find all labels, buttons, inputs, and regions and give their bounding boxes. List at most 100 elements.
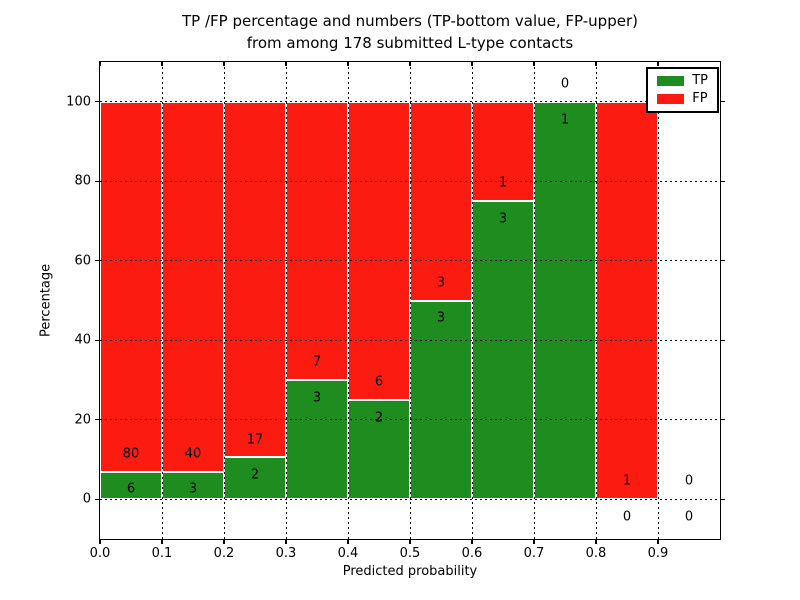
x-tick-bottom: [161, 539, 163, 544]
x-tick-top: [471, 62, 473, 66]
x-axis-label: Predicted probability: [342, 564, 478, 579]
x-tick-top: [161, 62, 163, 66]
grid-line-vertical: [347, 62, 349, 539]
x-tick-bottom: [347, 539, 349, 544]
x-tick-bottom: [285, 539, 287, 544]
bar-fp-segment: [596, 101, 658, 500]
x-tick-bottom: [409, 539, 411, 544]
plot-area: TP FP 80 6 40 3 17 2 7 3 6 2 3 3 1 3 0 1 1 0 0 0 0.0 0.1 0.2 0.…: [66, 61, 725, 561]
x-tick-bottom: [657, 539, 659, 544]
chart-title: TP /FP percentage and numbers (TP-bottom…: [100, 10, 720, 54]
y-tick-left: [95, 498, 100, 500]
y-tick-right: [720, 101, 725, 103]
bar-tp-count-label: 0: [622, 509, 632, 525]
grid-line-vertical: [409, 62, 411, 539]
tp-legend-swatch: [657, 76, 685, 86]
x-tick-label: 0.4: [337, 546, 359, 561]
bar-fp-segment: [162, 101, 224, 472]
bar-fp-count-label: 6: [374, 374, 384, 390]
x-tick-label: 0.2: [213, 546, 235, 561]
bar-fp-count-label: 0: [684, 473, 694, 489]
y-tick-left: [95, 419, 100, 421]
x-tick-top: [533, 62, 535, 66]
x-tick-bottom: [223, 539, 225, 544]
bar-fp-segment: [286, 101, 348, 380]
bar-tp-segment: [534, 101, 596, 500]
bar-fp-count-label: 1: [622, 473, 632, 489]
bar-fp-segment: [410, 101, 472, 301]
bar-fp-count-label: 1: [498, 175, 508, 191]
y-tick-left: [95, 339, 100, 341]
bar-tp-segment: [286, 380, 348, 500]
bar-tp-count-label: 2: [250, 467, 260, 483]
bar-tp-count-label: 3: [188, 481, 198, 497]
bar-tp-segment: [410, 300, 472, 500]
legend-item-tp: TP: [657, 74, 708, 88]
x-tick-bottom: [595, 539, 597, 544]
grid-line-vertical: [657, 62, 659, 539]
bar-tp-count-label: 6: [126, 481, 136, 497]
y-tick-right: [720, 419, 725, 421]
bar-fp-count-label: 3: [436, 275, 446, 291]
x-tick-label: 0.9: [647, 546, 669, 561]
x-tick-label: 0.7: [523, 546, 545, 561]
x-tick-top: [285, 62, 287, 66]
x-tick-label: 0.0: [89, 546, 111, 561]
x-tick-top: [595, 62, 597, 66]
bar-fp-count-label: 80: [122, 446, 140, 462]
bar-fp-count-label: 17: [246, 432, 264, 448]
bar-fp-segment: [224, 101, 286, 458]
chart-title-line2: from among 178 submitted L-type contacts: [246, 34, 574, 52]
y-tick-right: [720, 180, 725, 182]
grid-line-vertical: [161, 62, 163, 539]
bar-fp-count-label: 40: [184, 446, 202, 462]
x-tick-label: 0.5: [399, 546, 421, 561]
y-tick-right: [720, 339, 725, 341]
grid-line-vertical: [533, 62, 535, 539]
fp-legend-swatch: [657, 94, 685, 104]
x-tick-top: [409, 62, 411, 66]
bar-tp-count-label: 1: [560, 112, 570, 128]
bar-tp-count-label: 3: [312, 390, 322, 406]
x-tick-label: 0.3: [275, 546, 297, 561]
y-tick-right: [720, 260, 725, 262]
bar-tp-count-label: 0: [684, 509, 694, 525]
y-tick-left: [95, 180, 100, 182]
grid-line-vertical: [223, 62, 225, 539]
x-tick-top: [99, 62, 101, 66]
x-tick-top: [223, 62, 225, 66]
y-axis-label: Percentage: [38, 263, 54, 338]
bar-tp-segment: [472, 201, 534, 500]
tp-legend-label: TP: [692, 73, 708, 88]
x-tick-top: [657, 62, 659, 66]
x-tick-bottom: [533, 539, 535, 544]
y-tick-label: 0: [82, 491, 91, 507]
x-tick-label: 0.8: [585, 546, 607, 561]
bar-fp-segment: [100, 101, 162, 472]
y-tick-left: [95, 101, 100, 103]
y-tick-label: 40: [74, 332, 91, 348]
bar-tp-segment: [224, 457, 286, 500]
grid-line-vertical: [285, 62, 287, 539]
x-tick-bottom: [471, 539, 473, 544]
bar-tp-count-label: 2: [374, 410, 384, 426]
x-tick-label: 0.6: [461, 546, 483, 561]
y-tick-left: [95, 260, 100, 262]
legend: TP FP: [646, 67, 719, 113]
bar-fp-count-label: 0: [560, 76, 570, 92]
bar-tp-count-label: 3: [436, 310, 446, 326]
bar-fp-segment: [472, 101, 534, 202]
grid-line-vertical: [471, 62, 473, 539]
y-tick-right: [720, 498, 725, 500]
y-tick-label: 100: [66, 94, 91, 110]
legend-item-fp: FP: [657, 92, 708, 106]
bar-fp-count-label: 7: [312, 354, 322, 370]
x-tick-bottom: [99, 539, 101, 544]
y-tick-label: 80: [74, 173, 91, 189]
y-tick-label: 20: [74, 412, 91, 428]
chart-title-line1: TP /FP percentage and numbers (TP-bottom…: [182, 12, 638, 30]
bar-tp-count-label: 3: [498, 211, 508, 227]
bar-fp-segment: [348, 101, 410, 400]
x-tick-label: 0.1: [151, 546, 173, 561]
